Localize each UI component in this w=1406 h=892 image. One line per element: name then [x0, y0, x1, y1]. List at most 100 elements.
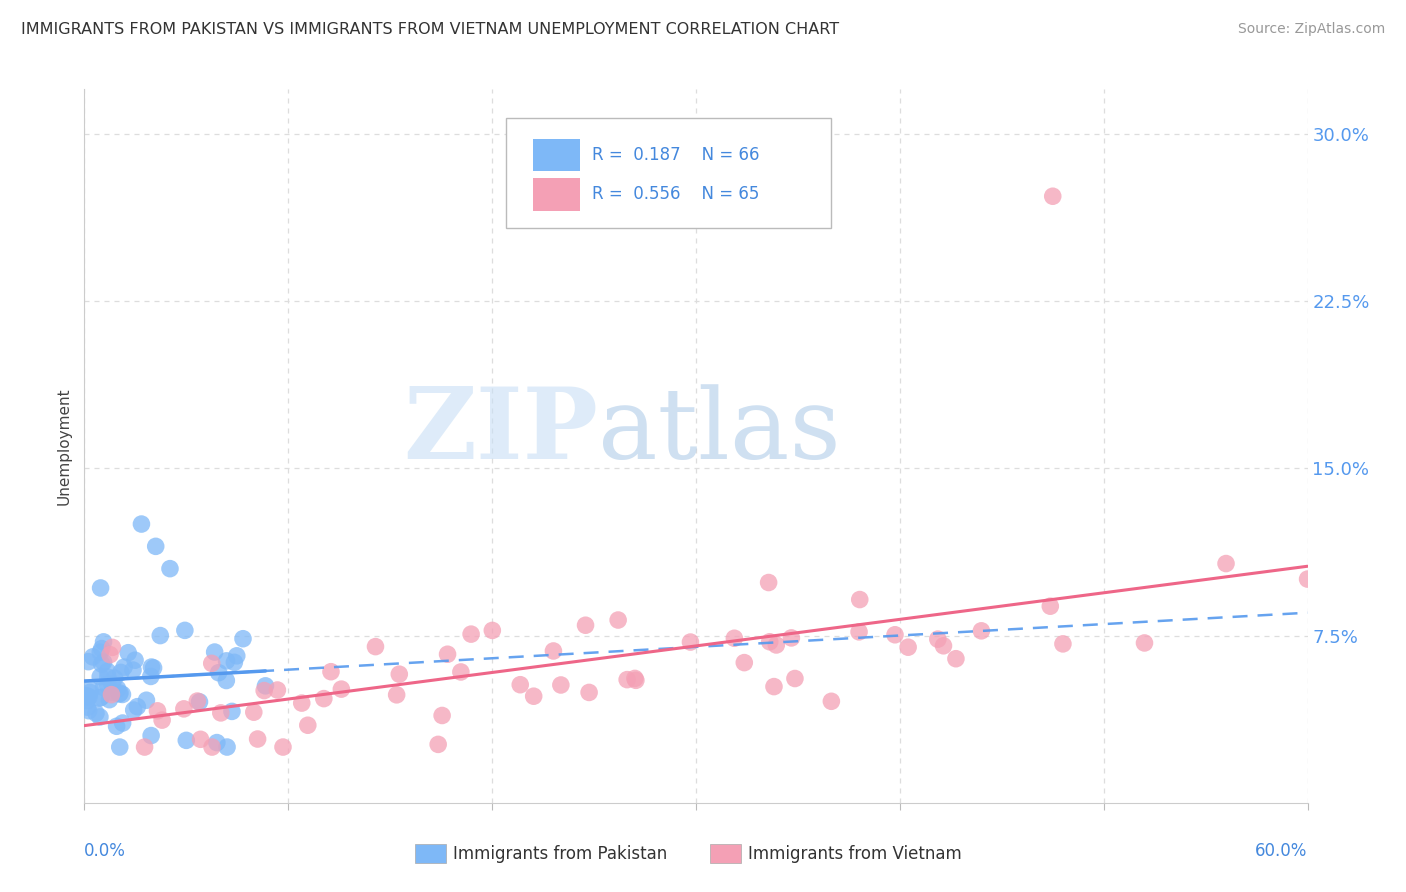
Point	[679, 635, 702, 649]
Point	[208, 665, 231, 680]
Point	[765, 638, 787, 652]
Point	[173, 624, 195, 638]
FancyBboxPatch shape	[533, 139, 579, 171]
Point	[75, 689, 97, 703]
Point	[253, 683, 276, 698]
Point	[427, 738, 450, 752]
Point	[330, 682, 353, 697]
Point	[364, 640, 387, 654]
Point	[762, 680, 785, 694]
Point	[927, 632, 949, 647]
Point	[225, 648, 247, 663]
Point	[1052, 637, 1074, 651]
Point	[246, 731, 269, 746]
Point	[1042, 189, 1064, 203]
Text: atlas: atlas	[598, 384, 841, 480]
Text: R =  0.556    N = 65: R = 0.556 N = 65	[592, 186, 759, 203]
Point	[76, 693, 98, 707]
Point	[550, 678, 572, 692]
Point	[430, 708, 453, 723]
Point	[616, 673, 638, 687]
Point	[79, 682, 101, 697]
Point	[221, 705, 243, 719]
Point	[108, 686, 131, 700]
Point	[932, 639, 955, 653]
Point	[758, 575, 780, 590]
Point	[224, 656, 246, 670]
Point	[89, 670, 111, 684]
Point	[174, 733, 197, 747]
Text: ZIP: ZIP	[404, 384, 598, 480]
Point	[780, 631, 803, 645]
Point	[607, 613, 630, 627]
Point	[101, 677, 124, 691]
Point	[142, 661, 165, 675]
Point	[139, 669, 162, 683]
Text: Immigrants from Pakistan: Immigrants from Pakistan	[453, 845, 666, 863]
Point	[93, 635, 115, 649]
Point	[139, 729, 162, 743]
Point	[145, 539, 167, 553]
Point	[215, 673, 238, 688]
FancyBboxPatch shape	[506, 118, 831, 228]
Point	[84, 706, 107, 721]
Point	[131, 516, 153, 531]
Point	[89, 645, 111, 659]
Point	[93, 681, 115, 695]
Point	[190, 732, 212, 747]
Point	[733, 656, 755, 670]
Point	[159, 562, 181, 576]
Point	[723, 632, 745, 646]
Point	[110, 665, 132, 680]
Point	[90, 690, 112, 705]
Point	[98, 648, 121, 662]
Point	[970, 624, 993, 638]
Text: 60.0%: 60.0%	[1256, 842, 1308, 860]
FancyBboxPatch shape	[533, 178, 579, 211]
Point	[945, 651, 967, 665]
Point	[173, 702, 195, 716]
Point	[543, 644, 565, 658]
Point	[89, 691, 111, 706]
Point	[77, 704, 100, 718]
Point	[89, 710, 111, 724]
Point	[312, 691, 335, 706]
Point	[574, 618, 596, 632]
Point	[450, 665, 472, 679]
Point	[271, 740, 294, 755]
Y-axis label: Unemployment: Unemployment	[56, 387, 72, 505]
Point	[578, 685, 600, 699]
Point	[77, 655, 100, 669]
Point	[1296, 572, 1319, 586]
Point	[90, 641, 112, 656]
Point	[201, 740, 224, 755]
Point	[97, 665, 120, 679]
Point	[90, 581, 112, 595]
Text: Source: ZipAtlas.com: Source: ZipAtlas.com	[1237, 22, 1385, 37]
Point	[460, 627, 482, 641]
Point	[1039, 599, 1062, 614]
Point	[124, 653, 146, 667]
Point	[107, 681, 129, 696]
Point	[186, 694, 208, 708]
Point	[758, 634, 780, 648]
Point	[254, 679, 277, 693]
Point	[93, 655, 115, 669]
Point	[104, 671, 127, 685]
Point	[101, 640, 124, 655]
Point	[79, 685, 101, 699]
Point	[243, 705, 266, 719]
Point	[385, 688, 408, 702]
Point	[76, 700, 98, 714]
Point	[1133, 636, 1156, 650]
Point	[266, 683, 288, 698]
Text: 0.0%: 0.0%	[84, 842, 127, 860]
Point	[149, 629, 172, 643]
Point	[481, 624, 503, 638]
Point	[100, 688, 122, 702]
Point	[215, 654, 238, 668]
Point	[135, 693, 157, 707]
Point	[436, 647, 458, 661]
Point	[209, 706, 232, 720]
Point	[146, 704, 169, 718]
